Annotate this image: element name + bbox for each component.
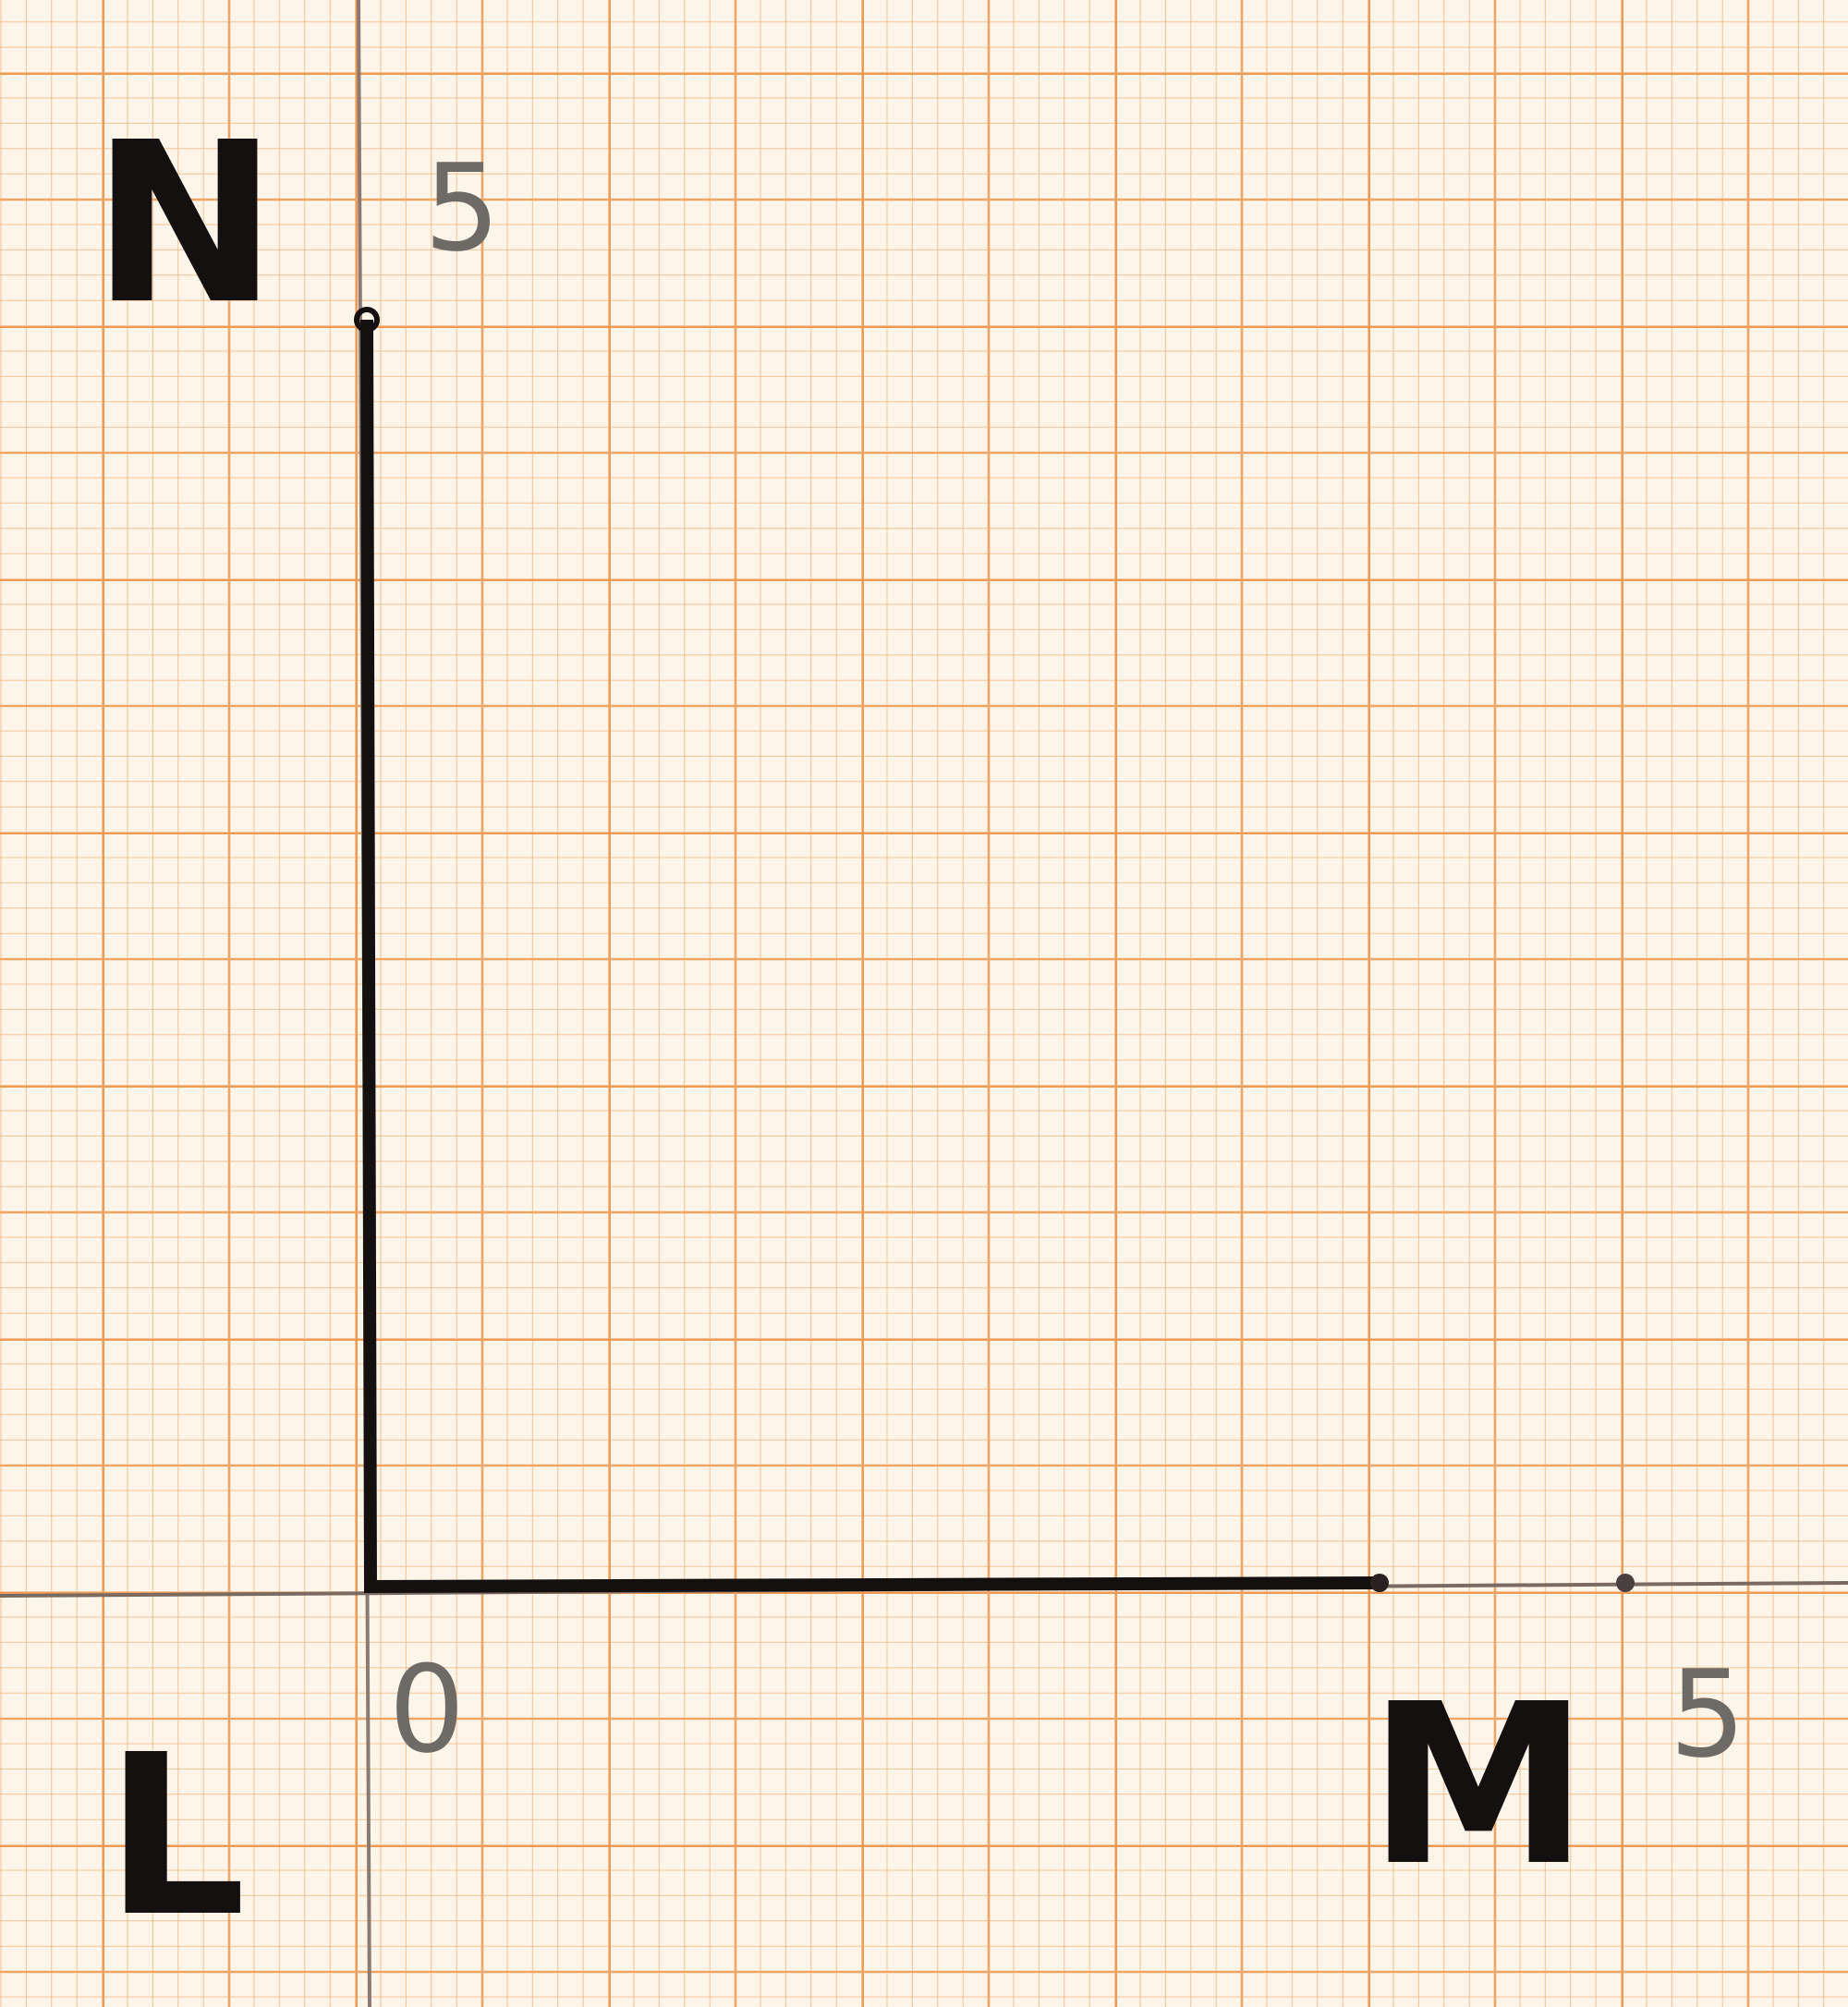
label-l: L xyxy=(105,1707,247,1965)
label-number: 5 xyxy=(424,138,501,278)
label-m: M xyxy=(1368,1656,1589,1915)
label-number: 0 xyxy=(389,1639,466,1780)
point xyxy=(354,307,380,333)
ink-line xyxy=(360,319,1380,1594)
point xyxy=(1370,1574,1389,1592)
label-n: N xyxy=(92,94,278,353)
point xyxy=(1616,1574,1635,1592)
label-number: 5 xyxy=(1670,1644,1746,1784)
